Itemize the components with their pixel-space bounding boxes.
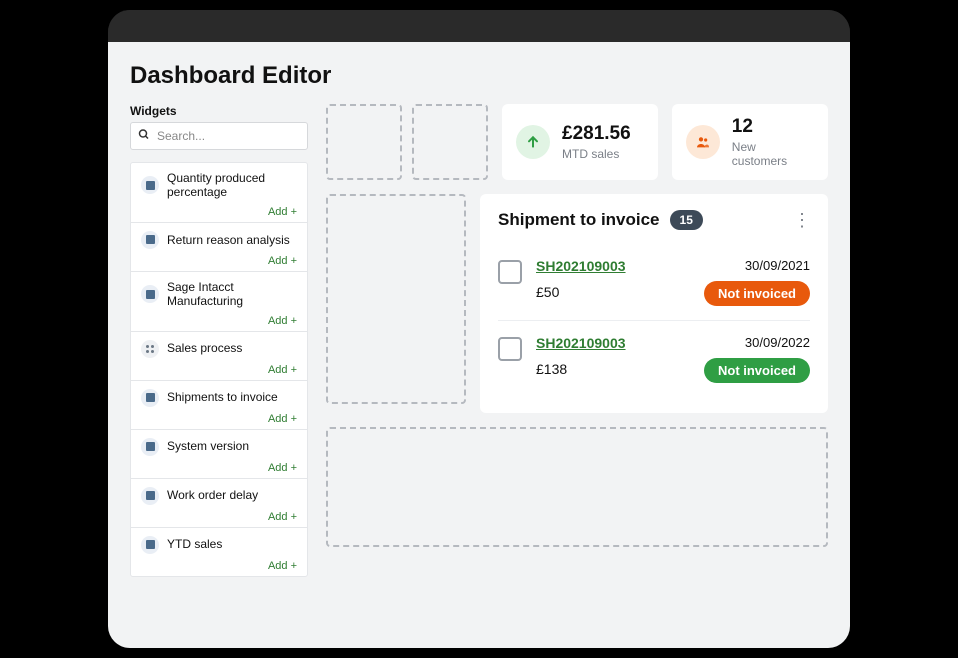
add-widget-button[interactable]: Add + [141, 462, 297, 474]
widget-item[interactable]: Shipments to invoice Add + [131, 381, 307, 430]
add-widget-button[interactable]: Add + [141, 364, 297, 376]
app-content: Dashboard Editor Widgets Quantity produc… [108, 42, 850, 648]
document-icon [141, 389, 159, 407]
dropzone[interactable] [326, 427, 828, 547]
shipment-id-link[interactable]: SH202109003 [536, 258, 626, 274]
shipment-date: 30/09/2022 [704, 335, 810, 350]
search-input[interactable] [130, 122, 308, 150]
widget-item[interactable]: Sales process Add + [131, 332, 307, 381]
stat-value: 12 [732, 116, 814, 138]
document-icon [141, 438, 159, 456]
dropzone[interactable] [412, 104, 488, 180]
more-icon[interactable]: ⋮ [793, 215, 810, 226]
add-widget-button[interactable]: Add + [141, 511, 297, 523]
layout: Widgets Quantity produced percentage Add… [130, 104, 828, 577]
add-widget-button[interactable]: Add + [141, 560, 297, 572]
widget-item[interactable]: Return reason analysis Add + [131, 223, 307, 272]
users-icon [686, 125, 720, 159]
widget-label: System version [167, 439, 249, 453]
stat-label: MTD sales [562, 147, 631, 161]
app-window: Dashboard Editor Widgets Quantity produc… [108, 10, 850, 648]
mtd-sales-card[interactable]: £281.56 MTD sales [502, 104, 658, 180]
widget-label: Sage Intacct Manufacturing [167, 280, 297, 309]
widget-label: Work order delay [167, 488, 258, 502]
document-icon [141, 536, 159, 554]
stat-value: £281.56 [562, 123, 631, 145]
widget-item[interactable]: System version Add + [131, 430, 307, 479]
document-icon [141, 285, 159, 303]
shipment-row: SH202109003 £138 30/09/2022 Not invoiced [498, 320, 810, 397]
widget-label: Quantity produced percentage [167, 171, 297, 200]
widget-label: Sales process [167, 341, 242, 355]
widgets-sidebar: Widgets Quantity produced percentage Add… [130, 104, 308, 577]
widget-item[interactable]: Work order delay Add + [131, 479, 307, 528]
add-widget-button[interactable]: Add + [141, 413, 297, 425]
widget-item[interactable]: Sage Intacct Manufacturing Add + [131, 272, 307, 332]
widget-item[interactable]: YTD sales Add + [131, 528, 307, 576]
process-icon [141, 340, 159, 358]
shipment-row: SH202109003 £50 30/09/2021 Not invoiced [498, 244, 810, 320]
document-icon [141, 176, 159, 194]
dropzone[interactable] [326, 104, 402, 180]
status-badge: Not invoiced [704, 358, 810, 383]
row-checkbox[interactable] [498, 337, 522, 361]
count-pill: 15 [670, 210, 703, 230]
search-icon [138, 129, 150, 144]
dashboard-canvas: £281.56 MTD sales 12 New customers [326, 104, 828, 577]
shipment-amount: £138 [536, 361, 690, 377]
card-header: Shipment to invoice 15 ⋮ [498, 210, 810, 230]
widget-item[interactable]: Quantity produced percentage Add + [131, 163, 307, 223]
search-wrap [130, 122, 308, 150]
widget-label: YTD sales [167, 537, 222, 551]
canvas-row-1: £281.56 MTD sales 12 New customers [326, 104, 828, 180]
document-icon [141, 487, 159, 505]
arrow-up-icon [516, 125, 550, 159]
stat-label: New customers [732, 140, 814, 168]
status-badge: Not invoiced [704, 281, 810, 306]
add-widget-button[interactable]: Add + [141, 206, 297, 218]
shipment-to-invoice-card[interactable]: Shipment to invoice 15 ⋮ SH202109003 £50 [480, 194, 828, 413]
canvas-row-2: Shipment to invoice 15 ⋮ SH202109003 £50 [326, 194, 828, 413]
widget-list: Quantity produced percentage Add + Retur… [130, 162, 308, 577]
dropzone[interactable] [326, 194, 466, 404]
add-widget-button[interactable]: Add + [141, 315, 297, 327]
widgets-section-label: Widgets [130, 104, 308, 118]
card-title: Shipment to invoice [498, 210, 660, 230]
shipment-id-link[interactable]: SH202109003 [536, 335, 626, 351]
widget-label: Return reason analysis [167, 233, 290, 247]
window-titlebar [108, 10, 850, 42]
widget-label: Shipments to invoice [167, 390, 278, 404]
canvas-row-3 [326, 427, 828, 547]
page-title: Dashboard Editor [130, 62, 828, 90]
add-widget-button[interactable]: Add + [141, 255, 297, 267]
new-customers-card[interactable]: 12 New customers [672, 104, 828, 180]
row-checkbox[interactable] [498, 260, 522, 284]
shipment-date: 30/09/2021 [704, 258, 810, 273]
shipment-amount: £50 [536, 284, 690, 300]
document-icon [141, 231, 159, 249]
